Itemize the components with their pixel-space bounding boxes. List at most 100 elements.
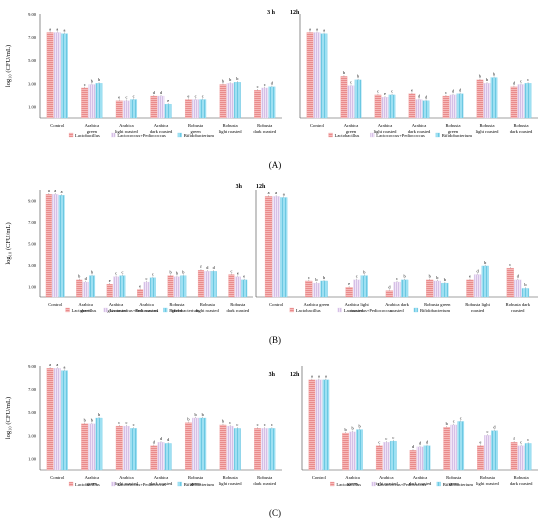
significance-letter: e — [348, 281, 350, 286]
significance-letter: c — [146, 276, 148, 281]
significance-letter: c — [527, 437, 529, 442]
x-tick-label: Robusta green — [445, 123, 460, 134]
x-tick-label-line: green — [347, 481, 358, 486]
x-tick-label: Robusta dark roasted — [253, 475, 276, 486]
x-tick-label-line: dark roasted — [150, 481, 173, 486]
x-tick-label: Arabica light roasted — [115, 475, 139, 486]
significance-letter: c — [257, 84, 259, 89]
x-tick-label-line: light roasted — [115, 481, 139, 486]
bar — [264, 196, 273, 298]
x-tick-label: Robusta dark roasted — [510, 123, 533, 134]
bar — [389, 440, 397, 471]
significance-letter: d — [412, 444, 415, 449]
bar — [61, 33, 68, 119]
bar — [53, 32, 61, 119]
x-tick-label-line: Robusta — [480, 475, 495, 480]
significance-letter: c — [308, 275, 310, 280]
significance-letter: e — [237, 270, 239, 275]
bar — [374, 94, 382, 119]
significance-letter: b — [343, 70, 345, 75]
x-tick-label: Arabica dark roasted — [135, 302, 158, 313]
x-tick-label-line: dark roasted — [226, 308, 249, 313]
significance-letter: d — [271, 81, 274, 86]
bar — [268, 86, 276, 119]
significance-letter: b — [358, 423, 360, 428]
significance-letter: b — [444, 277, 446, 282]
significance-letter: d — [418, 93, 421, 98]
significance-letter: d — [459, 88, 462, 93]
bar — [164, 443, 172, 471]
significance-letter: e — [167, 98, 169, 103]
significance-letter: b — [323, 275, 325, 280]
bar — [76, 279, 83, 298]
x-tick-label-line: Arabica — [85, 475, 100, 480]
significance-letter: c — [378, 440, 380, 445]
bar — [375, 445, 383, 471]
significance-letter: a — [48, 188, 50, 193]
significance-letter: b — [84, 418, 86, 423]
legend-entry: Lactobacillus — [75, 482, 100, 487]
bar — [115, 425, 123, 471]
significance-letter: a — [316, 26, 318, 31]
x-tick-label-line: light roasted — [476, 481, 500, 486]
x-tick-label-line: Robusta green — [424, 302, 451, 307]
x-tick-label: Robusta light roasted — [465, 302, 490, 313]
x-tick-label-line: light roasted — [105, 308, 129, 313]
significance-letter: b — [91, 418, 93, 423]
x-tick-label-line: light roasted — [219, 129, 243, 134]
legend-swatch — [103, 307, 108, 313]
bar — [219, 84, 227, 119]
x-tick-label-line: Robusta — [188, 475, 203, 480]
x-tick-label: Arabica light roasted — [115, 123, 139, 134]
significance-letter: c — [445, 90, 447, 95]
legend-entry: Lactobacillus — [72, 308, 97, 313]
significance-letter: b — [187, 416, 189, 421]
y-tick-label: 3.00 — [28, 263, 37, 268]
significance-letter: d — [213, 265, 216, 270]
x-tick-label-line: Arabica — [154, 123, 169, 128]
x-tick-label-line: green — [346, 129, 357, 134]
bar — [483, 83, 491, 119]
significance-letter: b — [176, 270, 178, 275]
x-tick-label: Robusta dark roasted — [253, 123, 276, 134]
significance-letter: e — [109, 278, 111, 283]
significance-letter: e — [479, 440, 481, 445]
x-tick-label-line: Robusta — [223, 475, 238, 480]
x-tick-label-line: dark roasted — [253, 129, 276, 134]
x-tick-label-line: Arabica — [119, 475, 134, 480]
legend-swatch — [177, 132, 182, 138]
bar — [95, 83, 103, 119]
significance-letter: b — [446, 421, 448, 426]
bar — [441, 282, 449, 298]
significance-letter: c — [391, 89, 393, 94]
time-tag: 3h — [269, 372, 276, 378]
bar — [184, 422, 192, 471]
legend-entry: Lactococcus+Pediococcus — [378, 482, 427, 487]
significance-letter: b — [315, 277, 317, 282]
significance-letter: c — [125, 94, 127, 99]
x-tick-label-line: green — [448, 129, 459, 134]
bar — [305, 280, 313, 298]
legend-swatch — [111, 132, 116, 138]
x-tick-label-line: Robusta — [257, 475, 272, 480]
bar — [88, 423, 96, 471]
y-tick-label: 5.00 — [28, 242, 37, 247]
y-tick-label: 1.00 — [28, 284, 37, 289]
legend-swatch — [328, 132, 333, 138]
x-tick-label-line: Robusta — [188, 123, 203, 128]
x-tick-label-line: roasted — [511, 308, 525, 313]
x-tick-label-line: dark roasted — [510, 129, 533, 134]
significance-letter: b — [182, 269, 184, 274]
significance-letter: a — [309, 26, 311, 31]
x-tick-label-line: green — [190, 129, 201, 134]
bar — [226, 425, 234, 471]
significance-letter: d — [425, 94, 428, 99]
significance-letter: a — [56, 26, 58, 31]
time-tag: 12h — [290, 10, 300, 16]
x-tick-label-line: Robusta — [223, 123, 238, 128]
x-tick-label: Arabica light roasted — [375, 475, 399, 486]
x-tick-label: Robusta light roasted — [196, 302, 220, 313]
significance-letter: c — [520, 440, 522, 445]
bar — [219, 424, 227, 471]
bar — [45, 194, 52, 298]
